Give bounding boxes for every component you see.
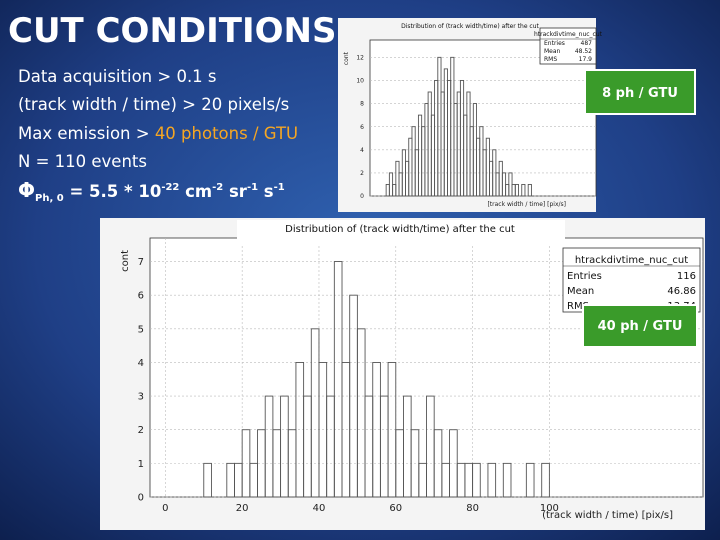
y-axis-label: cont (343, 51, 350, 65)
large-chart: 0 1 2 3 4 5 6 7 0 20 40 60 80 100 cont (track width / t… (100, 218, 705, 530)
small-chart: 0 2 4 6 8 10 12 cont [track width / time] [pix/s… (338, 18, 603, 212)
y-tick-label: 10 (356, 78, 364, 85)
y-tick-label: 4 (138, 358, 144, 369)
y-tick-label: 1 (138, 459, 144, 470)
conditions: Data acquisition > 0.1 s (track width / … (18, 67, 298, 204)
stats-value: 487 (581, 40, 593, 47)
f: = 5.5 * 10 (64, 182, 162, 201)
x-tick-label: 0 (162, 503, 168, 514)
condition: (track width / time) > 20 pixels/s (18, 95, 289, 114)
y-tick-label: 0 (360, 193, 364, 200)
label: 8 ph / GTU (602, 86, 678, 101)
bar (203, 462, 212, 498)
stats-key: Mean (544, 48, 561, 55)
f: sr (223, 182, 248, 201)
f: -22 (161, 182, 179, 193)
condition: Max emission > 40 photons / GTU (18, 124, 298, 143)
f: Ph, 0 (35, 193, 64, 204)
chart-title: Distribution of (track width/time) after… (401, 23, 539, 30)
stats-value: 17.9 (579, 56, 593, 63)
stats-name: htrackdivtime_nuc_cut (534, 31, 603, 38)
y-tick-label: 2 (360, 170, 364, 177)
f: -1 (247, 182, 258, 193)
highlight: 40 photons / GTU (155, 124, 298, 143)
stats-value: 48.52 (575, 48, 592, 55)
stats-key: Entries (567, 271, 602, 282)
stats-key: RMS (567, 301, 589, 312)
f: -1 (274, 182, 285, 193)
bar (521, 183, 526, 197)
label: 40 ph / GTU (598, 319, 683, 334)
f: Φ (18, 178, 35, 202)
condition-text: Max emission > (18, 124, 155, 143)
caption-box (237, 220, 565, 245)
stats-key: RMS (544, 56, 557, 63)
bar (514, 183, 519, 197)
label-box (582, 304, 698, 348)
y-tick-label: 5 (138, 324, 144, 335)
bar (472, 462, 481, 498)
f: s (258, 182, 274, 201)
y-tick-label: 2 (138, 425, 144, 436)
f: -2 (212, 182, 223, 193)
x-axis-label: [track width / time] [pix/s] (487, 201, 566, 208)
y-tick-label: 8 (360, 101, 364, 108)
stats-key: Entries (544, 40, 565, 47)
bar (502, 462, 512, 498)
bar (525, 462, 535, 498)
condition: Data acquisition > 0.1 s (18, 67, 217, 86)
bar (541, 462, 550, 498)
x-tick-label: 20 (236, 503, 249, 514)
formula: ΦPh, 0 = 5.5 * 10-22 cm-2 sr-1 s-1 (18, 178, 285, 204)
y-tick-label: 6 (138, 291, 144, 302)
bar (527, 183, 532, 197)
y-tick-label: 3 (138, 392, 144, 403)
y-axis-label: cont (120, 250, 131, 272)
stats-name: htrackdivtime_nuc_cut (575, 255, 688, 266)
x-tick-label: 60 (389, 503, 402, 514)
stats-value: 46.86 (667, 286, 696, 297)
y-tick-label: 7 (138, 257, 144, 268)
label-box (584, 69, 696, 115)
stats-box (539, 27, 597, 65)
y-tick-label: 4 (360, 147, 364, 154)
stats-key: Mean (567, 286, 594, 297)
stats-box (562, 247, 701, 313)
x-tick-label: 80 (466, 503, 479, 514)
y-tick-label: 0 (138, 493, 144, 504)
y-tick-label: 12 (356, 54, 364, 61)
x-axis-label: (track width / time) [pix/s] (542, 510, 673, 521)
x-tick-label: 100 (540, 503, 559, 514)
bar (487, 462, 497, 498)
x-tick-label: 40 (313, 503, 326, 514)
chart-title: Distribution of (track width/time) after… (285, 224, 515, 235)
y-tick-label: 6 (360, 124, 364, 131)
condition: N = 110 events (18, 152, 147, 171)
stats-value: 116 (677, 271, 696, 282)
f: cm (179, 182, 212, 201)
slide-title: CUT CONDITIONS (8, 11, 336, 51)
